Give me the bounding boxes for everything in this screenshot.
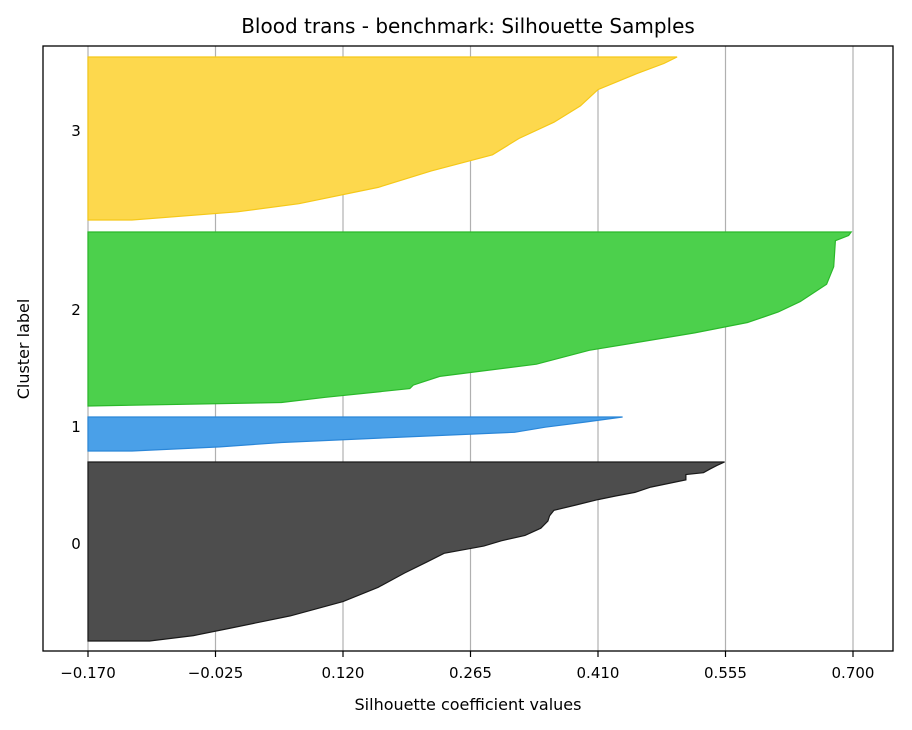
x-tick-label: 0.700	[832, 664, 875, 682]
cluster-label-3: 3	[71, 122, 81, 140]
cluster-0-silhouette	[87, 461, 725, 642]
cluster-label-0: 0	[71, 535, 81, 553]
cluster-label-2: 2	[71, 301, 81, 319]
cluster-label-layer: 0 1 2 3	[71, 122, 81, 553]
plot-frame	[42, 45, 894, 652]
x-tick-label: 0.265	[449, 664, 492, 682]
cluster-2-silhouette	[87, 231, 853, 407]
y-axis-label: Cluster label	[14, 299, 33, 400]
x-tick-label: −0.170	[60, 664, 116, 682]
x-tick-label: −0.025	[188, 664, 244, 682]
cluster-1-silhouette	[87, 416, 623, 452]
x-tick-label: 0.555	[704, 664, 747, 682]
x-tick-label: 0.120	[322, 664, 365, 682]
chart-title: Blood trans - benchmark: Silhouette Samp…	[241, 14, 695, 38]
tick-layer: −0.170 −0.025 0.120 0.265 0.410 0.555 0.700	[60, 651, 874, 682]
x-axis-label: Silhouette coefficient values	[355, 695, 582, 714]
cluster-layer	[87, 56, 853, 642]
x-tick-label: 0.410	[577, 664, 620, 682]
cluster-3-silhouette	[87, 56, 678, 221]
cluster-label-1: 1	[71, 418, 81, 436]
